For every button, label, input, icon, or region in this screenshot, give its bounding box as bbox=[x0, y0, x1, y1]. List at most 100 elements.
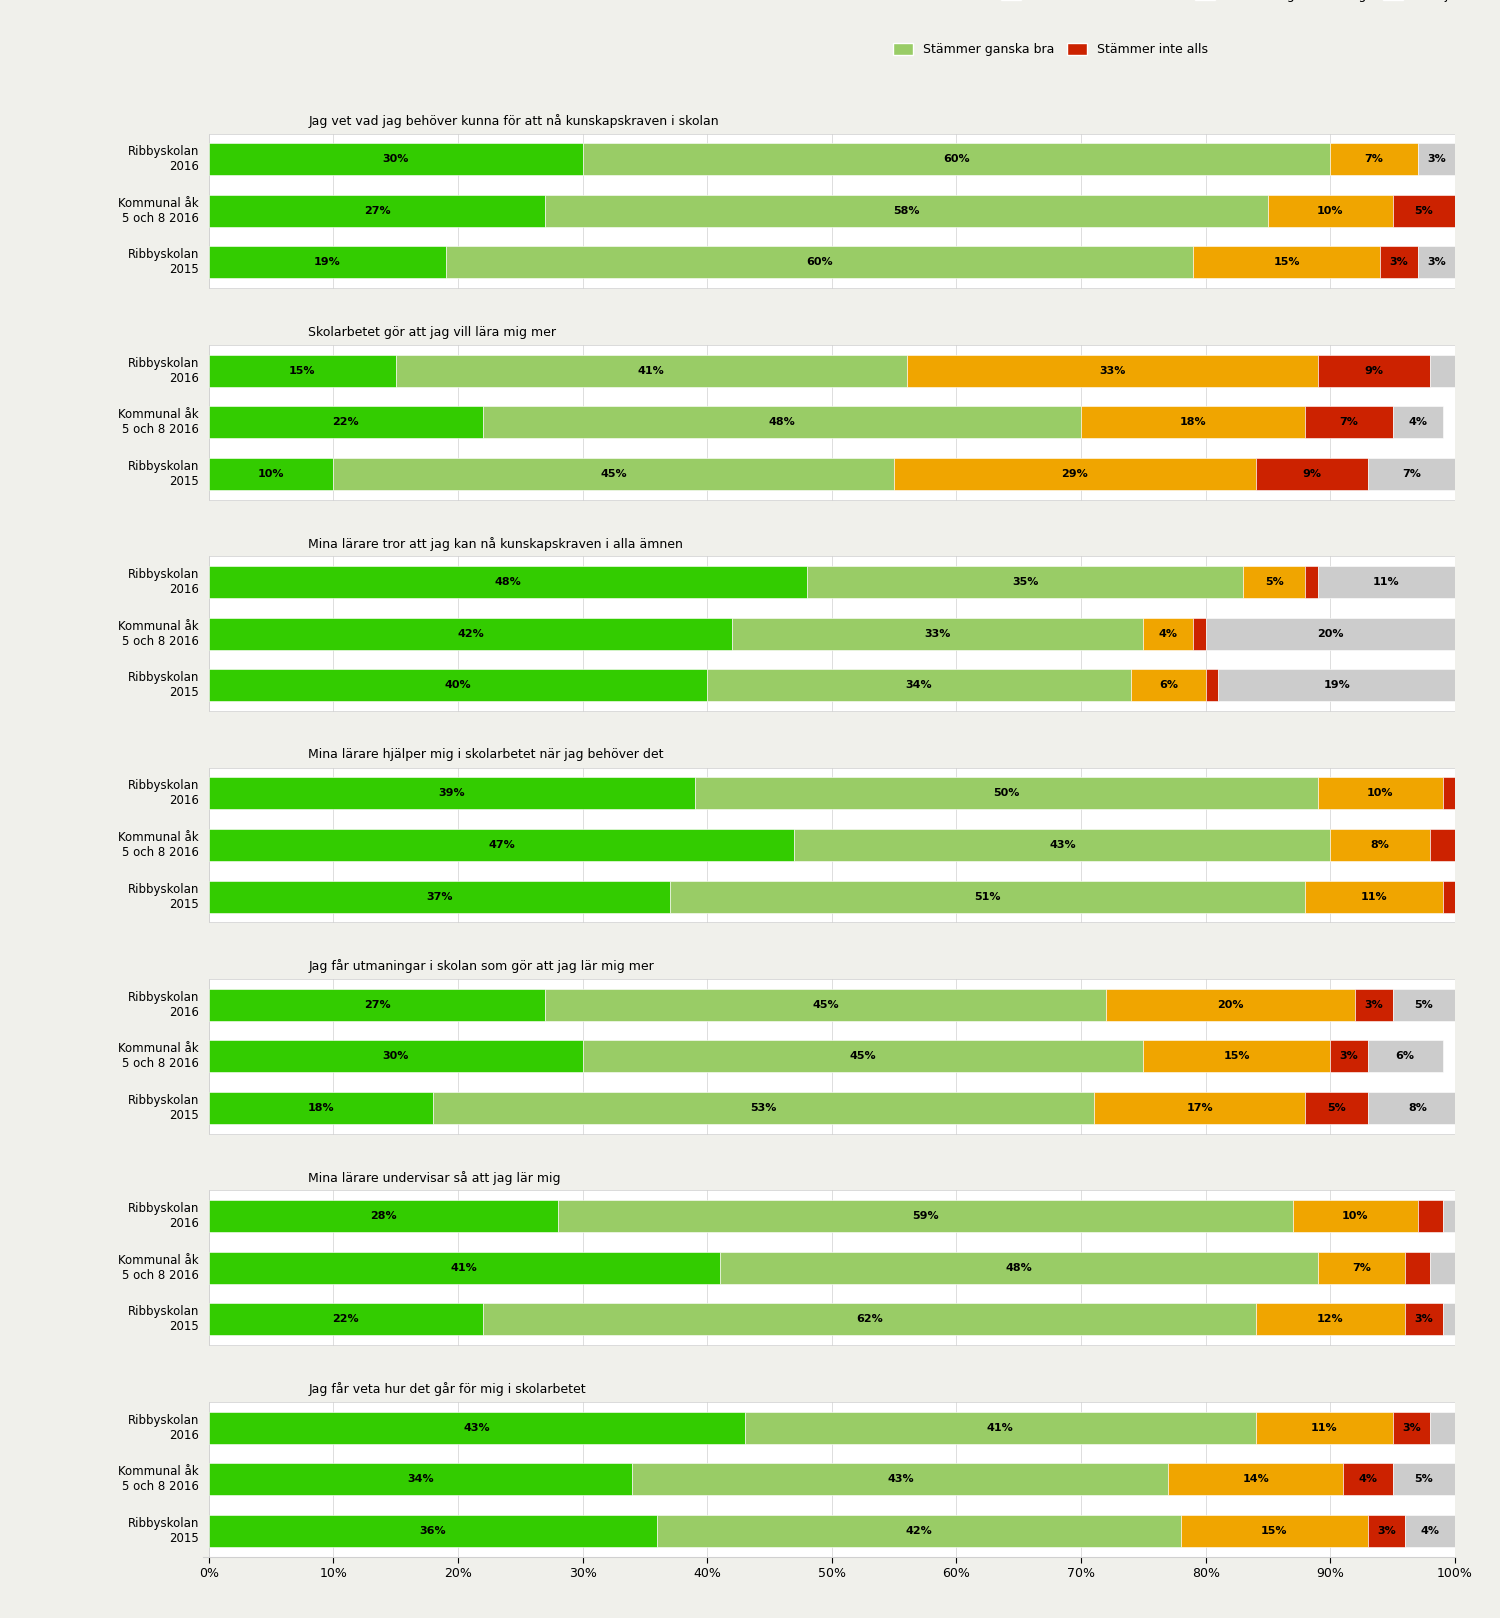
Text: 48%: 48% bbox=[768, 417, 795, 427]
Bar bbox=[1293, 1201, 1418, 1233]
Text: 3%: 3% bbox=[1340, 1052, 1359, 1061]
Bar bbox=[209, 354, 396, 387]
Bar bbox=[582, 1040, 1143, 1073]
Text: Jag vet vad jag behöver kunna för att nå kunskapskraven i skolan: Jag vet vad jag behöver kunna för att nå… bbox=[309, 113, 718, 128]
Text: 53%: 53% bbox=[750, 1103, 777, 1113]
Text: 43%: 43% bbox=[1048, 840, 1076, 849]
Text: 3%: 3% bbox=[1414, 1314, 1432, 1325]
Text: 45%: 45% bbox=[813, 1000, 838, 1010]
Bar bbox=[1318, 1252, 1406, 1283]
Bar bbox=[209, 880, 670, 913]
Text: 27%: 27% bbox=[363, 1000, 390, 1010]
Bar bbox=[1180, 1514, 1368, 1547]
Text: 3%: 3% bbox=[1426, 257, 1446, 267]
Bar bbox=[1342, 1463, 1392, 1495]
Bar bbox=[209, 134, 1455, 288]
Text: 7%: 7% bbox=[1340, 417, 1359, 427]
Bar bbox=[209, 566, 807, 599]
Bar bbox=[209, 1463, 633, 1495]
Text: 47%: 47% bbox=[488, 840, 514, 849]
Bar bbox=[209, 144, 582, 175]
Text: 18%: 18% bbox=[1180, 417, 1206, 427]
Text: Kommunal åk
5 och 8 2016: Kommunal åk 5 och 8 2016 bbox=[118, 832, 200, 859]
Bar bbox=[1106, 989, 1356, 1021]
Bar bbox=[209, 828, 795, 861]
Text: 51%: 51% bbox=[975, 892, 1000, 901]
Bar bbox=[209, 979, 1455, 1134]
Text: 41%: 41% bbox=[987, 1422, 1014, 1432]
Text: Kommunal åk
5 och 8 2016: Kommunal åk 5 och 8 2016 bbox=[118, 620, 200, 647]
Bar bbox=[1318, 354, 1430, 387]
Bar bbox=[1305, 880, 1443, 913]
Text: 48%: 48% bbox=[495, 578, 520, 587]
Bar bbox=[1194, 246, 1380, 278]
Bar bbox=[1368, 1514, 1406, 1547]
Text: Jag får utmaningar i skolan som gör att jag lär mig mer: Jag får utmaningar i skolan som gör att … bbox=[309, 959, 654, 974]
Text: 4%: 4% bbox=[1359, 1474, 1377, 1484]
Bar bbox=[1305, 406, 1392, 438]
Text: 11%: 11% bbox=[1311, 1422, 1338, 1432]
Text: 60%: 60% bbox=[806, 257, 832, 267]
Text: Mina lärare tror att jag kan nå kunskapskraven i alla ämnen: Mina lärare tror att jag kan nå kunskaps… bbox=[309, 537, 684, 550]
Bar bbox=[1330, 144, 1418, 175]
Text: Kommunal åk
5 och 8 2016: Kommunal åk 5 och 8 2016 bbox=[118, 1254, 200, 1281]
Bar bbox=[1368, 458, 1455, 490]
Text: 15%: 15% bbox=[1262, 1526, 1287, 1535]
Text: 3%: 3% bbox=[1402, 1422, 1420, 1432]
Bar bbox=[1392, 1463, 1455, 1495]
Bar bbox=[894, 458, 1256, 490]
Text: 42%: 42% bbox=[906, 1526, 933, 1535]
Text: 43%: 43% bbox=[886, 1474, 914, 1484]
Text: 9%: 9% bbox=[1302, 469, 1322, 479]
Bar bbox=[1318, 566, 1455, 599]
Text: Mina lärare hjälper mig i skolarbetet när jag behöver det: Mina lärare hjälper mig i skolarbetet nä… bbox=[309, 749, 664, 762]
Bar bbox=[1430, 1411, 1455, 1443]
Text: 6%: 6% bbox=[1395, 1052, 1414, 1061]
Text: 17%: 17% bbox=[1186, 1103, 1214, 1113]
Bar bbox=[209, 345, 1455, 500]
Bar bbox=[1406, 1252, 1429, 1283]
Bar bbox=[1094, 1092, 1305, 1125]
Text: 4%: 4% bbox=[1160, 629, 1178, 639]
Bar bbox=[1406, 1514, 1455, 1547]
Bar bbox=[1392, 406, 1443, 438]
Text: Ribbyskolan
2016: Ribbyskolan 2016 bbox=[128, 568, 200, 595]
Text: 30%: 30% bbox=[382, 1052, 410, 1061]
Text: 29%: 29% bbox=[1062, 469, 1089, 479]
Text: 3%: 3% bbox=[1365, 1000, 1383, 1010]
Bar bbox=[1206, 618, 1455, 649]
Bar bbox=[209, 194, 544, 227]
Text: 22%: 22% bbox=[333, 417, 358, 427]
Text: 5%: 5% bbox=[1414, 205, 1432, 215]
Text: 39%: 39% bbox=[438, 788, 465, 798]
Bar bbox=[209, 1401, 1455, 1557]
Text: 41%: 41% bbox=[638, 366, 664, 375]
Bar bbox=[1082, 406, 1305, 438]
Bar bbox=[1430, 828, 1455, 861]
Bar bbox=[1356, 989, 1392, 1021]
Bar bbox=[1256, 458, 1368, 490]
Text: Ribbyskolan
2015: Ribbyskolan 2015 bbox=[128, 1094, 200, 1121]
Bar bbox=[1206, 670, 1218, 701]
Bar bbox=[906, 354, 1318, 387]
Bar bbox=[209, 670, 706, 701]
Text: 19%: 19% bbox=[314, 257, 340, 267]
Bar bbox=[446, 246, 1194, 278]
Bar bbox=[433, 1092, 1094, 1125]
Text: 3%: 3% bbox=[1389, 257, 1408, 267]
Text: 14%: 14% bbox=[1242, 1474, 1269, 1484]
Bar bbox=[1256, 1411, 1392, 1443]
Text: 34%: 34% bbox=[408, 1474, 434, 1484]
Text: 34%: 34% bbox=[906, 680, 933, 691]
Text: 10%: 10% bbox=[1317, 205, 1344, 215]
Text: 42%: 42% bbox=[458, 629, 484, 639]
Bar bbox=[1418, 1201, 1443, 1233]
Bar bbox=[483, 1304, 1256, 1335]
Text: 12%: 12% bbox=[1317, 1314, 1344, 1325]
Text: 10%: 10% bbox=[1366, 788, 1394, 798]
Text: Kommunal åk
5 och 8 2016: Kommunal åk 5 och 8 2016 bbox=[118, 408, 200, 437]
Bar bbox=[1392, 989, 1455, 1021]
Bar bbox=[1244, 566, 1305, 599]
Text: 28%: 28% bbox=[370, 1212, 396, 1222]
Text: 59%: 59% bbox=[912, 1212, 939, 1222]
